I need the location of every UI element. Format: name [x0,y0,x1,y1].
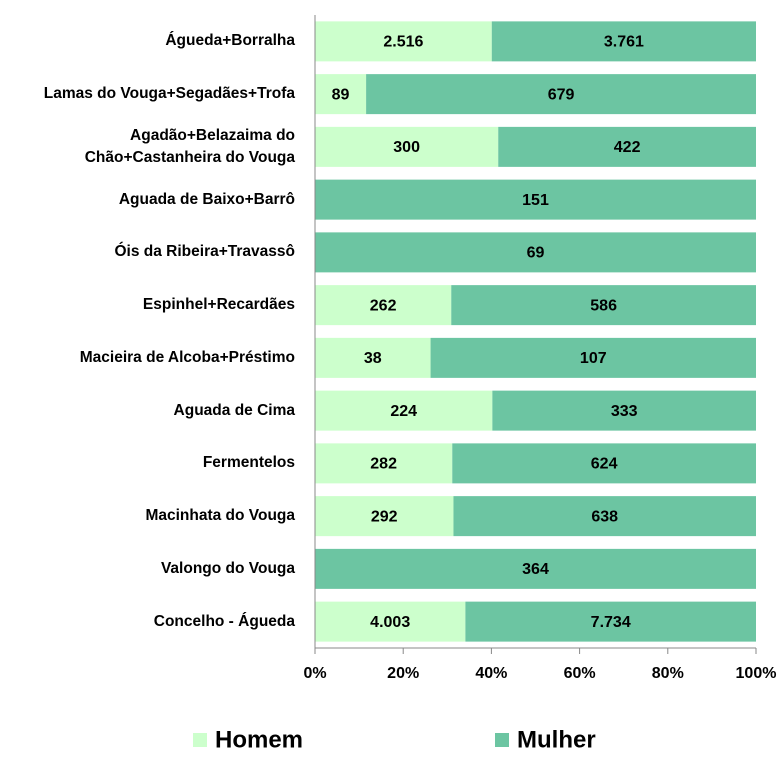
data-label: 89 [332,86,350,103]
bar-segment [452,443,756,484]
data-label: 586 [590,297,617,314]
x-tick-label: 20% [387,665,419,682]
data-label: 300 [393,139,420,156]
bar-segment [315,390,493,431]
bar-segment [492,390,756,431]
y-tick-label: Lamas do Vouga+Segadães+Trofa [43,85,295,103]
bar-segment [315,232,756,273]
data-label: 364 [522,561,549,578]
y-tick-label: Óis da Ribeira+Travassô [114,243,296,261]
bar-segment [315,285,452,326]
x-tick-label: 40% [475,665,507,682]
bar-segment [315,126,499,167]
y-tick-label: Fermentelos [202,454,295,472]
y-tick-label: Valongo do Vouga [160,559,295,577]
y-tick-label: Águeda+Borralha [165,32,295,50]
bar-segment [315,337,431,378]
bar-segment [315,443,453,484]
data-label: 679 [548,86,575,103]
bar-segment [498,126,756,167]
bar-segment [451,285,756,326]
data-label: 2.516 [383,34,423,51]
bar-segment [315,74,367,115]
data-label: 3.761 [604,34,644,51]
y-tick-label: Macieira de Alcoba+Préstimo [79,348,295,366]
bar-segment [315,21,492,62]
x-tick-label: 100% [736,665,777,682]
bar-segment [453,496,756,537]
legend-label: Mulher [517,726,596,753]
y-tick-label: Espinhel+Recardães [142,296,295,314]
y-tick-label: Aguada de Cima [173,401,295,419]
bar-segment [430,337,756,378]
y-tick-label: Macinhata do Vouga [145,507,295,525]
bar-segment [315,548,756,589]
bar-segment [491,21,756,62]
data-label: 262 [370,297,397,314]
data-label: 624 [591,456,618,473]
legend-swatch [193,733,207,747]
legend-swatch [495,733,509,747]
data-label: 422 [614,139,641,156]
bar-segment [366,74,756,115]
x-tick-label: 80% [652,665,684,682]
data-label: 69 [527,245,545,262]
bar-segment [315,496,454,537]
legend-label: Homem [215,726,303,753]
data-label: 333 [611,403,638,420]
data-label: 638 [591,508,618,525]
data-label: 38 [364,350,382,367]
bar-segment [315,601,466,642]
y-tick-label: Concelho - Águeda [153,612,295,630]
bar-segment [465,601,756,642]
data-label: 282 [370,456,397,473]
data-label: 224 [390,403,417,420]
data-label: 292 [371,508,398,525]
x-tick-label: 0% [303,665,326,682]
x-tick-label: 60% [564,665,596,682]
data-label: 107 [580,350,607,367]
y-tick-label: Agadão+Belazaima do Chão+Castanheira do … [84,126,295,166]
bar-segment [315,179,756,220]
y-tick-label: Aguada de Baixo+Barrô [118,190,295,208]
data-label: 4.003 [370,614,410,631]
data-label: 151 [522,192,549,209]
data-label: 7.734 [591,614,631,631]
